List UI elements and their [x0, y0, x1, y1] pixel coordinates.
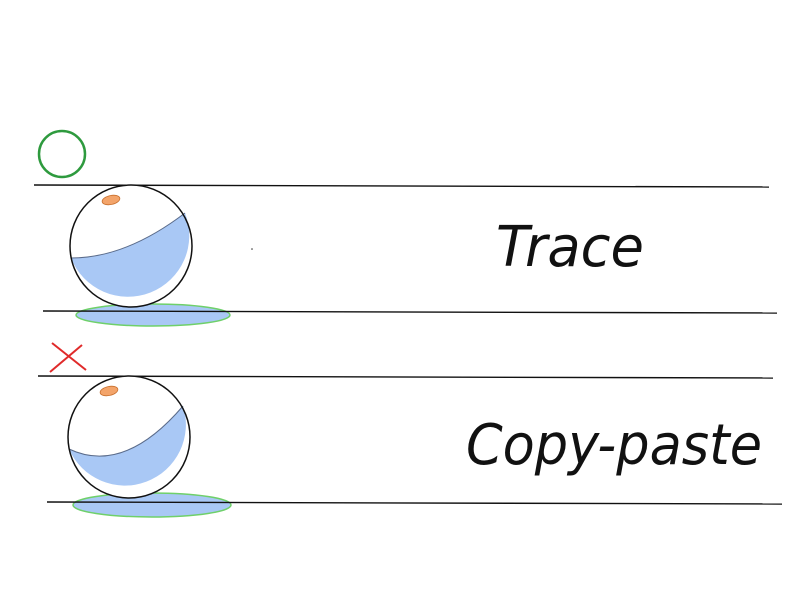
sphere-highlight — [101, 194, 121, 206]
sphere-shading — [71, 213, 190, 297]
row-label: Trace — [496, 215, 644, 280]
row-label: Copy-paste — [466, 413, 762, 478]
sphere-shading — [69, 406, 186, 486]
row-trace: Trace — [33, 129, 778, 327]
sphere-highlight — [99, 385, 119, 397]
contact-shadow — [72, 492, 232, 518]
top-guide-line — [37, 375, 774, 379]
contact-shadow — [75, 303, 231, 327]
bottom-guide-line — [42, 310, 778, 314]
bad-cross-icon — [49, 342, 87, 373]
top-guide-line — [33, 184, 770, 188]
bottom-guide-line — [46, 501, 783, 505]
stray-dot — [251, 248, 253, 250]
sphere-copied — [67, 375, 191, 499]
good-circle-icon — [37, 129, 87, 179]
sphere-traced — [69, 184, 193, 308]
row-copy-paste: Copy-paste — [37, 342, 783, 518]
